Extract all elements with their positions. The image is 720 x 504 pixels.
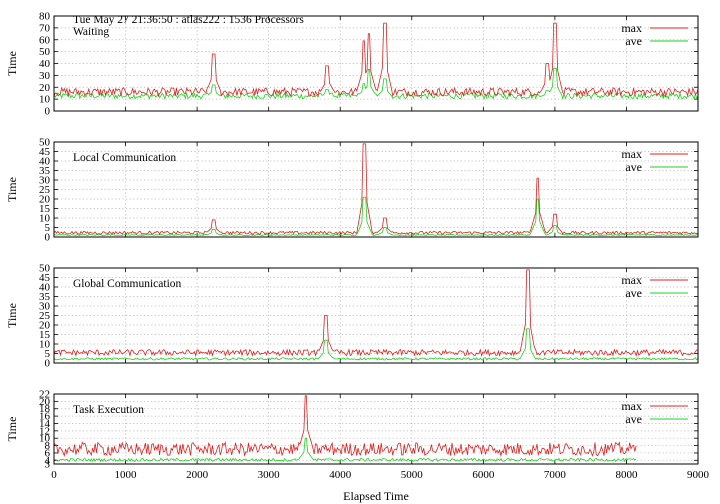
x-tick-label: 1000 [115, 469, 138, 481]
y-tick-label: 30 [39, 175, 51, 187]
x-tick-label: 3000 [258, 469, 281, 481]
legend-label-ave: ave [625, 34, 642, 48]
chart-title: Tue May 27 21:36:50 : atlas222 : 1536 Pr… [73, 14, 304, 26]
plot-frame [53, 141, 699, 238]
y-tick-label: 40 [39, 156, 51, 168]
legend-label-max: max [621, 399, 642, 413]
legend-label-max: max [621, 147, 642, 161]
y-tick-label: 12 [39, 425, 50, 437]
plot-frame [53, 393, 699, 465]
y-tick-label: 20 [39, 396, 51, 408]
y-tick-label: 50 [39, 46, 51, 58]
y-tick-label: 10 [39, 339, 51, 351]
y-tick-label: 4 [45, 455, 51, 467]
y-axis-title: Time [5, 177, 19, 202]
y-tick-label: 0 [45, 106, 51, 118]
y-tick-label: 60 [39, 34, 51, 46]
y-tick-label: 40 [39, 282, 51, 294]
series-line-ave [53, 328, 699, 361]
plot-frame [53, 15, 699, 112]
legend-label-ave: ave [625, 160, 642, 174]
y-tick-label: 18 [39, 403, 51, 415]
y-tick-label: 35 [39, 291, 51, 303]
y-tick-label: 10 [39, 433, 51, 445]
legend-label-max: max [621, 273, 642, 287]
y-axis-title: Time [5, 51, 19, 76]
panel-label: Task Execution [73, 404, 144, 416]
y-tick-label: 20 [39, 194, 51, 206]
y-tick-label: 70 [39, 22, 51, 34]
y-tick-label: 35 [39, 165, 51, 177]
series-line-max [53, 143, 699, 236]
x-axis-title: Elapsed Time [343, 489, 409, 503]
panel-label: Waiting [73, 26, 109, 38]
y-tick-label: 10 [39, 94, 51, 106]
x-tick-label: 0 [51, 469, 57, 481]
x-tick-label: 7000 [544, 469, 567, 481]
y-tick-label: 45 [39, 272, 51, 284]
y-tick-label: 20 [39, 320, 51, 332]
y-tick-label: 40 [39, 58, 51, 70]
y-axis-title: Time [5, 303, 19, 328]
y-tick-label: 10 [39, 213, 51, 225]
y-tick-label: 16 [39, 411, 51, 423]
y-tick-label: 3 [45, 459, 51, 471]
series-line-max [53, 395, 637, 458]
y-tick-label: 22 [39, 389, 50, 401]
y-tick-label: 15 [39, 329, 51, 341]
x-tick-label: 2000 [186, 469, 209, 481]
x-tick-label: 8000 [615, 469, 638, 481]
series-line-ave [54, 196, 699, 237]
plot-frame [53, 267, 699, 364]
y-tick-label: 14 [39, 418, 51, 430]
y-tick-label: 8 [45, 440, 51, 452]
legend-label-ave: ave [625, 412, 642, 426]
series-line-ave [53, 437, 637, 463]
legend-label-max: max [621, 21, 642, 35]
y-tick-label: 0 [45, 358, 51, 370]
y-tick-label: 45 [39, 146, 51, 158]
y-tick-label: 80 [39, 11, 51, 23]
y-tick-label: 30 [39, 301, 51, 313]
y-tick-label: 25 [39, 310, 51, 322]
y-tick-label: 50 [39, 137, 51, 149]
series-line-max [53, 269, 699, 358]
x-tick-label: 9000 [687, 469, 710, 481]
y-axis-title: Time [5, 417, 19, 442]
x-tick-label: 4000 [329, 469, 352, 481]
y-tick-label: 20 [39, 82, 51, 94]
y-tick-label: 25 [39, 184, 51, 196]
series-line-max [53, 22, 699, 98]
legend-label-ave: ave [625, 286, 642, 300]
y-tick-label: 6 [45, 447, 51, 459]
y-tick-label: 15 [39, 203, 51, 215]
y-tick-label: 0 [45, 232, 51, 244]
y-tick-label: 5 [45, 348, 51, 360]
panel-label: Global Communication [73, 278, 182, 290]
panel-label: Local Communication [73, 152, 176, 164]
y-tick-label: 30 [39, 70, 51, 82]
x-tick-label: 6000 [472, 469, 495, 481]
series-line-ave [53, 67, 699, 101]
y-tick-label: 5 [45, 222, 51, 234]
y-tick-label: 50 [39, 263, 51, 275]
x-tick-label: 5000 [401, 469, 424, 481]
